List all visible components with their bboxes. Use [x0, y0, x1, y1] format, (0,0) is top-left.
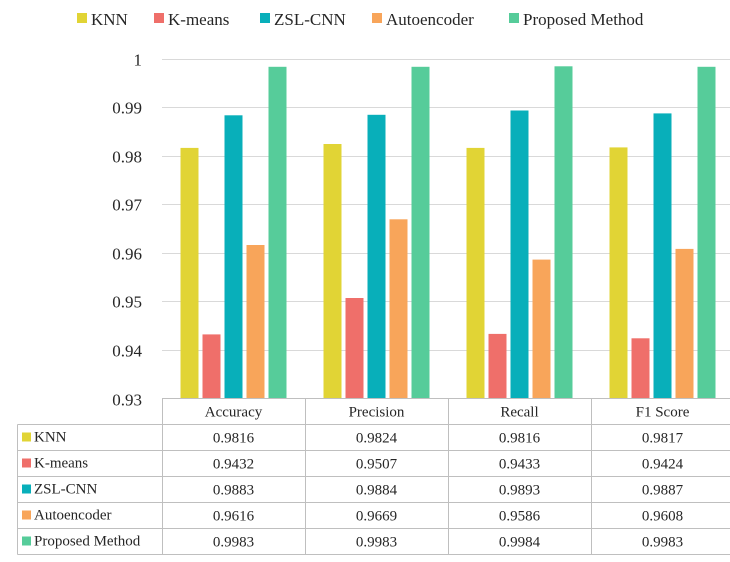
table-cell-value: 0.9507 — [356, 457, 398, 473]
x-category-label: Recall — [500, 405, 538, 421]
table-cell-value: 0.9616 — [213, 509, 255, 525]
y-tick-label: 0.96 — [112, 245, 142, 264]
table-cell-value: 0.9816 — [213, 431, 255, 447]
table-row: Autoencoder 0.9616 0.9669 0.9586 0.9608 — [22, 508, 683, 525]
bar-proposed-method-precision — [411, 66, 430, 399]
table-row-label: ZSL-CNN — [34, 482, 98, 498]
bar-zsl-cnn-recall — [510, 110, 529, 399]
table-row: ZSL-CNN 0.9883 0.9884 0.9893 0.9887 — [22, 482, 684, 499]
bar-knn-recall — [466, 147, 485, 399]
table-cell-value: 0.9893 — [499, 483, 540, 499]
x-category-label: Accuracy — [205, 405, 263, 421]
chart-legend: KNN K-means ZSL-CNN Autoencoder Proposed Met… — [77, 10, 644, 29]
table-cell-value: 0.9586 — [499, 509, 541, 525]
y-tick-label: 0.95 — [112, 293, 142, 312]
legend-label: Proposed Method — [523, 10, 644, 29]
table-cell-value: 0.9883 — [213, 483, 254, 499]
table-row-swatch — [22, 510, 31, 520]
legend-label: Autoencoder — [386, 10, 474, 29]
table-cell-value: 0.9884 — [356, 483, 398, 499]
legend-swatch — [509, 13, 519, 23]
table-cell-value: 0.9669 — [356, 509, 397, 525]
bar-k-means-f1-score — [631, 338, 650, 399]
table-cell-value: 0.9432 — [213, 457, 254, 473]
y-tick-label: 1 — [134, 51, 143, 70]
x-category-label: F1 Score — [636, 405, 690, 421]
y-tick-label: 0.97 — [112, 196, 142, 215]
y-tick-label: 0.99 — [112, 99, 142, 118]
table-cell-value: 0.9817 — [642, 431, 684, 447]
y-tick-label: 0.93 — [112, 391, 142, 410]
bar-autoencoder-precision — [389, 219, 408, 399]
bar-autoencoder-accuracy — [246, 245, 265, 399]
bar-proposed-method-recall — [554, 66, 573, 399]
y-tick-label: 0.94 — [112, 342, 142, 361]
table-cell-value: 0.9984 — [499, 535, 541, 551]
table-row: KNN 0.9816 0.9824 0.9816 0.9817 — [22, 430, 684, 447]
table-cell-value: 0.9983 — [213, 535, 254, 551]
bar-proposed-method-accuracy — [268, 66, 287, 399]
x-category-label: Precision — [349, 405, 405, 421]
table-cell-value: 0.9983 — [356, 535, 397, 551]
bar-autoencoder-f1-score — [675, 248, 694, 399]
legend-label: K-means — [168, 10, 229, 29]
legend-label: ZSL-CNN — [274, 10, 346, 29]
bar-k-means-precision — [345, 298, 364, 399]
table-row: K-means 0.9432 0.9507 0.9433 0.9424 — [22, 456, 684, 473]
legend-swatch — [372, 13, 382, 23]
y-axis: 0.93 0.94 0.95 0.96 0.97 0.98 0.99 1 — [112, 51, 142, 410]
table-row-label: Proposed Method — [34, 534, 141, 550]
table-row-label: KNN — [34, 430, 67, 446]
table-cell-value: 0.9433 — [499, 457, 540, 473]
table-row: Proposed Method 0.9983 0.9983 0.9984 0.9983 — [22, 534, 683, 551]
bar-k-means-recall — [488, 333, 507, 399]
data-table: Accuracy Precision Recall F1 Score KNN 0.9816… — [17, 398, 730, 555]
legend-item: Proposed Method — [509, 10, 644, 29]
table-row-swatch — [22, 458, 31, 468]
table-cell-value: 0.9983 — [642, 535, 683, 551]
bar-autoencoder-recall — [532, 259, 551, 399]
legend-swatch — [260, 13, 270, 23]
bar-knn-accuracy — [180, 147, 199, 399]
legend-swatch — [154, 13, 164, 23]
table-cell-value: 0.9608 — [642, 509, 683, 525]
bar-zsl-cnn-precision — [367, 114, 386, 399]
table-cell-value: 0.9424 — [642, 457, 684, 473]
bar-knn-precision — [323, 144, 342, 399]
table-row-swatch — [22, 432, 31, 442]
legend-swatch — [77, 13, 87, 23]
bar-zsl-cnn-f1-score — [653, 113, 672, 399]
table-row-label: Autoencoder — [34, 508, 111, 524]
bar-proposed-method-f1-score — [697, 66, 716, 399]
table-cell-value: 0.9824 — [356, 431, 398, 447]
bar-zsl-cnn-accuracy — [224, 115, 243, 399]
table-row-swatch — [22, 484, 31, 494]
legend-item: Autoencoder — [372, 10, 474, 29]
bar-knn-f1-score — [609, 147, 628, 399]
legend-item: KNN — [77, 10, 128, 29]
legend-item: K-means — [154, 10, 229, 29]
table-row-swatch — [22, 536, 31, 546]
y-tick-label: 0.98 — [112, 148, 142, 167]
legend-label: KNN — [91, 10, 128, 29]
bars — [180, 66, 716, 399]
table-row-label: K-means — [34, 456, 88, 472]
table-cell-value: 0.9816 — [499, 431, 541, 447]
table-cell-value: 0.9887 — [642, 483, 684, 499]
bar-k-means-accuracy — [202, 334, 221, 399]
legend-item: ZSL-CNN — [260, 10, 346, 29]
